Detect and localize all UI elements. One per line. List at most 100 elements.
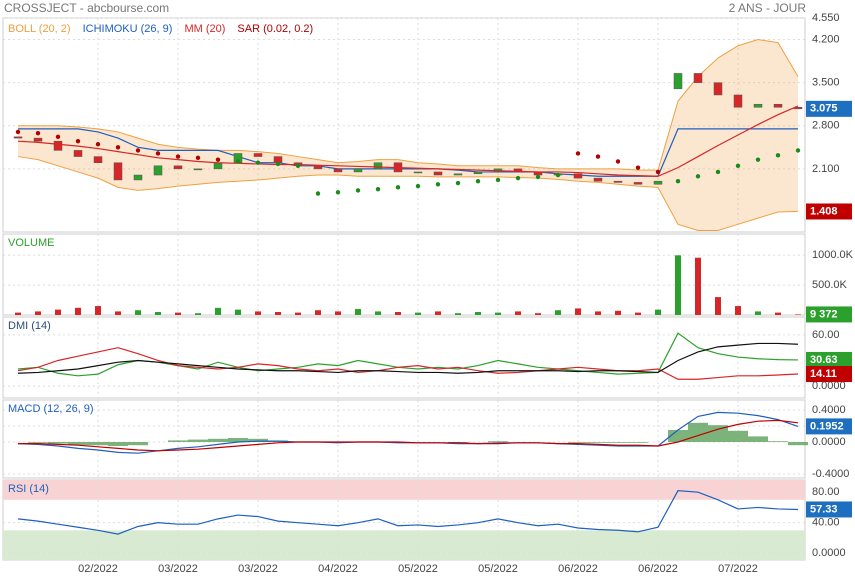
value-badge-label: 0.1952: [810, 420, 844, 432]
line: [17, 342, 799, 374]
sar-dot: [715, 169, 721, 175]
candle: [13, 136, 23, 139]
sar-dot: [515, 175, 521, 181]
panel-frame: [2, 233, 806, 316]
candle: [113, 162, 123, 181]
volume-bar: [295, 312, 301, 315]
y-tick-label: -0.4000: [812, 468, 849, 480]
candle: [773, 103, 783, 108]
sar-dot: [475, 178, 481, 184]
candle: [693, 73, 703, 83]
y-tick-label: 500.0K: [812, 279, 848, 291]
volume-bar: [195, 313, 201, 315]
sar-dot: [255, 160, 261, 165]
sar-dot: [555, 172, 561, 178]
value-badge: [806, 418, 852, 435]
volume-bar: [215, 307, 221, 315]
value-badge-label: 14.11: [810, 368, 837, 380]
sar-dot: [575, 151, 581, 156]
line: [18, 419, 799, 452]
hist-bar: [668, 430, 688, 442]
hist-bar: [108, 442, 128, 446]
candle: [413, 171, 423, 174]
sar-dot: [275, 161, 281, 167]
x-tick-label: 07/2022: [718, 563, 758, 575]
volume-bar: [695, 257, 701, 315]
hist-bar: [248, 438, 268, 442]
volume-bar: [755, 311, 761, 315]
sar-dot: [455, 180, 461, 186]
hist-bar: [228, 438, 248, 442]
hist-bar: [208, 438, 228, 442]
x-tick-label: 04/2022: [318, 563, 358, 575]
legend-entry: SAR (0.02, 0.2): [237, 23, 313, 35]
volume-bar: [75, 307, 81, 315]
sar-dot: [115, 145, 121, 150]
line: [18, 39, 799, 171]
value-badge: [806, 501, 852, 518]
volume-bar: [535, 313, 541, 315]
candle: [333, 168, 343, 173]
panel-title: RSI (14): [8, 483, 49, 495]
value-badge: [806, 100, 852, 117]
sar-dot: [35, 130, 41, 136]
line: [18, 128, 798, 177]
sar-dot: [155, 151, 161, 156]
line: [17, 105, 799, 177]
volume-bar: [795, 314, 801, 315]
candle: [513, 168, 523, 173]
hist-bar: [48, 442, 68, 444]
hist-bar: [28, 442, 48, 443]
legend-entry: BOLL (20, 2): [8, 23, 71, 35]
sar-dot: [415, 183, 421, 189]
volume-bar: [455, 313, 461, 315]
line: [17, 490, 799, 535]
volume-bar: [55, 309, 61, 315]
candle: [53, 140, 63, 151]
y-tick-label: 40.00: [812, 517, 840, 529]
y-tick-label: 4.550: [812, 12, 840, 24]
volume-bar: [315, 310, 321, 315]
value-badge: [806, 366, 852, 383]
volume-bar: [735, 306, 741, 315]
hist-bar: [708, 425, 728, 442]
y-tick-label: 80.00: [812, 486, 840, 498]
sar-dot: [735, 163, 741, 168]
hist-bar: [748, 436, 768, 442]
volume-bar: [135, 310, 141, 315]
candle: [373, 162, 383, 170]
candle: [253, 153, 263, 157]
candle: [153, 165, 163, 176]
sar-dot: [95, 142, 101, 147]
sar-dot: [775, 153, 781, 158]
volume-bar: [475, 312, 481, 315]
volume-bar: [595, 311, 601, 315]
sar-dot: [175, 154, 181, 159]
hist-bar: [488, 441, 508, 442]
candle: [173, 165, 183, 170]
candle: [73, 150, 83, 157]
sar-dot: [335, 190, 341, 195]
panel-title: VOLUME: [8, 237, 54, 249]
volume-bar: [255, 311, 261, 315]
x-tick-label: 06/2022: [558, 563, 598, 575]
sar-dot: [355, 188, 361, 193]
x-tick-label: 06/2022: [638, 563, 678, 575]
value-badge: [806, 203, 852, 220]
sar-dot: [55, 134, 61, 140]
y-tick-label: 0.0000: [812, 380, 846, 392]
hist-bar: [128, 442, 148, 446]
volume-bar: [655, 309, 661, 315]
candle: [93, 156, 103, 163]
legend-entry: ICHIMOKU (26, 9): [83, 23, 173, 35]
volume-bar: [235, 309, 241, 315]
zone: [3, 530, 805, 560]
y-tick-label: 2.800: [812, 120, 840, 132]
sar-dot: [595, 154, 601, 159]
panel-title: DMI (14): [8, 320, 51, 332]
candle: [573, 173, 583, 179]
volume-bar: [395, 312, 401, 315]
value-badge: [806, 306, 852, 323]
candle: [213, 162, 223, 170]
